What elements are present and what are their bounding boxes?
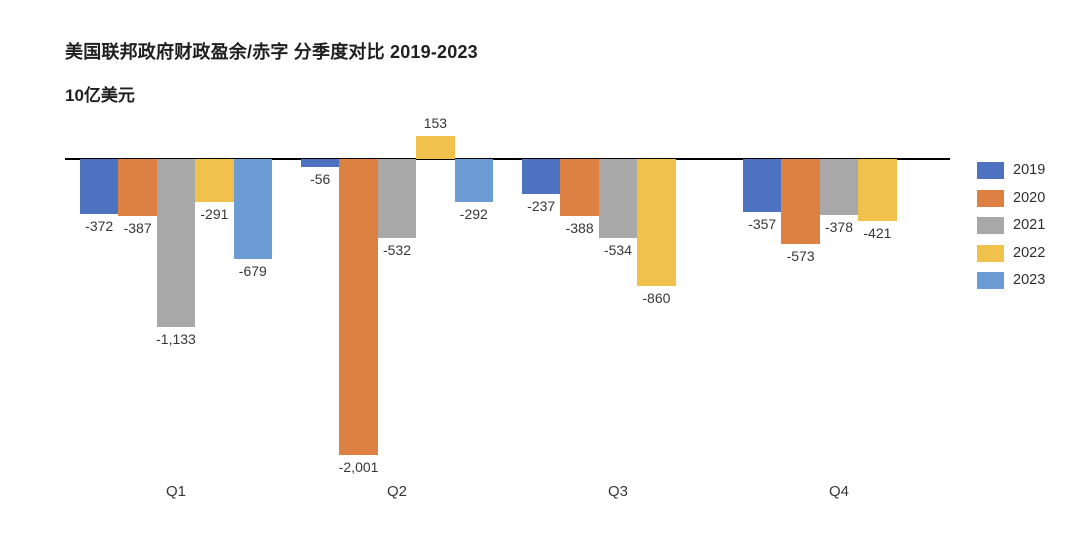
axis-unit-label: 10亿美元 (65, 86, 135, 105)
value-label-2020-q1: -387 (123, 220, 152, 237)
bar-2021-q2 (377, 159, 417, 238)
category-label-q4: Q4 (828, 483, 849, 500)
bar-2021-q4 (819, 159, 859, 215)
legend-item-2020: 2020 (977, 189, 1046, 207)
value-label-2021-q1: -1,133 (156, 330, 196, 347)
bar-2019-q4 (743, 159, 782, 212)
legend-swatch-2020 (977, 189, 1004, 207)
legend-swatch-2021 (977, 217, 1004, 235)
bar-2021-q1 (156, 159, 196, 327)
value-label-2021-q3: -534 (603, 242, 633, 259)
legend-label-2021: 2021 (1013, 217, 1046, 234)
bar-2023-q2 (454, 159, 493, 203)
bar-2022-q3 (637, 159, 676, 287)
bar-2020-q4 (781, 159, 820, 244)
legend-swatch-2019 (977, 162, 1004, 179)
value-label-2020-q3: -388 (565, 220, 594, 237)
bar-2019-q2 (301, 159, 340, 168)
bar-2020-q2 (339, 159, 378, 456)
value-label-2020-q2: -2,001 (338, 459, 379, 476)
bar-2019-q1 (80, 159, 119, 215)
value-label-2021-q2: -532 (382, 241, 412, 258)
bar-2020-q1 (118, 159, 157, 217)
bar-2023-q1 (233, 159, 272, 260)
value-label-2022-q3: -860 (642, 290, 671, 307)
bar-2020-q3 (560, 159, 599, 217)
value-label-2022-q4: -421 (863, 225, 892, 242)
bar-2022-q2 (416, 136, 455, 159)
zero-axis-line (65, 158, 950, 160)
value-label-2019-q1: -372 (85, 218, 114, 235)
category-label-q2: Q2 (386, 483, 407, 500)
legend-item-2022: 2022 (977, 244, 1046, 262)
value-label-2022-q2: 153 (423, 115, 448, 132)
legend-label-2019: 2019 (1013, 162, 1046, 178)
value-label-2023-q2: -292 (459, 206, 488, 223)
legend-item-2021: 2021 (977, 217, 1046, 235)
bar-2022-q1 (195, 159, 234, 203)
value-label-2019-q2: -56 (310, 171, 331, 188)
value-label-2023-q1: -679 (238, 263, 267, 280)
legend-item-2023: 2023 (977, 272, 1046, 290)
bar-2021-q3 (598, 159, 638, 239)
legend-swatch-2023 (977, 272, 1004, 290)
chart-title: 美国联邦政府财政盈余/赤字 分季度对比 2019-2023 (65, 42, 478, 62)
value-label-2021-q4: -378 (824, 218, 854, 235)
value-label-2019-q3: -237 (527, 198, 556, 215)
legend-label-2020: 2020 (1013, 189, 1046, 206)
category-label-q3: Q3 (607, 483, 628, 500)
value-label-2019-q4: -357 (748, 215, 777, 232)
bar-2022-q4 (858, 159, 897, 222)
category-label-q1: Q1 (165, 483, 186, 500)
bar-2019-q3 (522, 159, 561, 195)
legend-label-2023: 2023 (1013, 272, 1046, 289)
legend-label-2022: 2022 (1013, 244, 1046, 261)
legend-swatch-2022 (977, 244, 1004, 262)
legend-item-2019: 2019 (977, 162, 1045, 179)
value-label-2022-q1: -291 (200, 206, 229, 223)
value-label-2020-q4: -573 (786, 247, 815, 264)
